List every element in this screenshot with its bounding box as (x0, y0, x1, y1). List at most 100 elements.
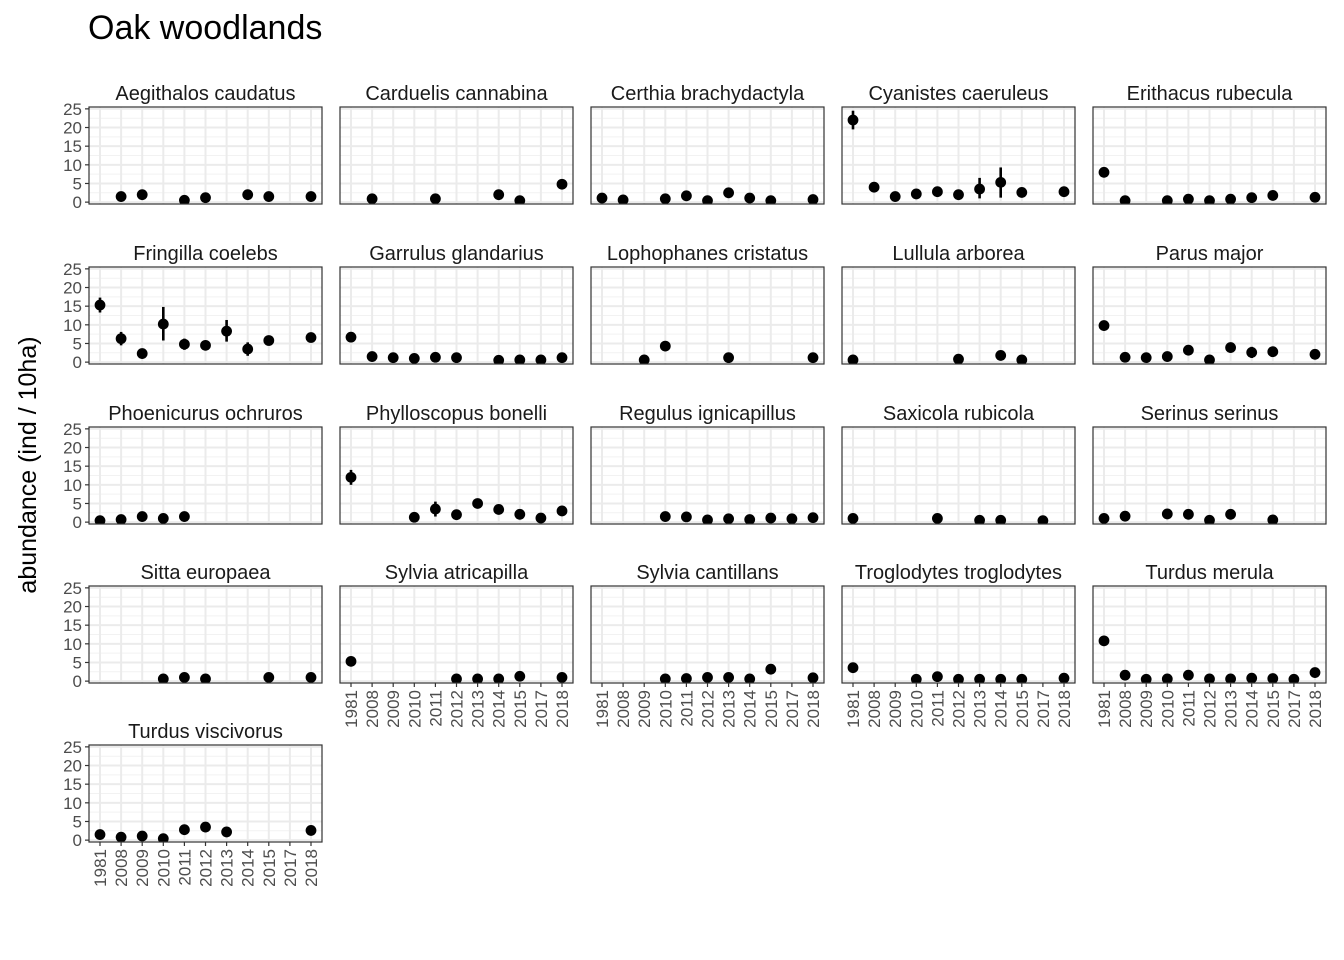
panel-grid (591, 267, 824, 364)
panel-marks (638, 340, 819, 364)
data-point (1058, 186, 1070, 198)
panel-grid (89, 427, 322, 524)
x-tick-label: 2010 (1158, 690, 1177, 728)
data-point (179, 824, 190, 836)
y-tick-label: 0 (73, 193, 82, 212)
data-point (305, 191, 317, 202)
data-point (493, 189, 505, 201)
data-point (200, 339, 211, 351)
data-point (974, 514, 985, 524)
data-point (702, 514, 713, 524)
panel-border (1092, 106, 1327, 205)
data-point (115, 191, 127, 202)
facet-title: Serinus serinus (1141, 403, 1279, 425)
panel-lophophanes-cristatus: Lophophanes cristatus (590, 243, 825, 365)
data-point (1204, 673, 1215, 683)
data-point (910, 673, 922, 683)
data-point (493, 504, 505, 515)
y-tick-label: 10 (63, 794, 82, 813)
panel-marks (115, 189, 317, 204)
data-point (1183, 669, 1194, 681)
facet-title: Lophophanes cristatus (607, 243, 808, 265)
x-tick-label: 2015 (762, 690, 781, 728)
x-tick-label: 2014 (490, 690, 509, 728)
facet-title: Sitta europaea (140, 562, 271, 584)
chart-title: Oak woodlands (88, 9, 322, 47)
x-tick-label: 2017 (1034, 690, 1053, 728)
y-tick-label: 15 (63, 297, 82, 316)
data-point (345, 471, 357, 483)
panel-marks (847, 513, 1049, 524)
data-point (1161, 673, 1173, 683)
x-tick-label: 2009 (133, 849, 152, 887)
data-point (1098, 320, 1110, 331)
data-point (556, 672, 568, 683)
panel-marks (94, 297, 317, 359)
panel-certhia-brachydactyla: Certhia brachydactyla (590, 83, 825, 205)
data-point (1246, 347, 1258, 358)
data-point (744, 192, 756, 204)
x-tick-label: 2018 (1306, 690, 1325, 728)
data-point (953, 353, 964, 364)
data-point (514, 195, 526, 204)
data-point (847, 114, 859, 126)
panel-border (841, 426, 1076, 525)
data-point (472, 498, 483, 509)
panel-phylloscopus-bonelli: Phylloscopus bonelli (339, 403, 574, 525)
data-point (556, 178, 568, 190)
data-point (1267, 514, 1279, 524)
y-tick-label: 25 (63, 420, 82, 439)
data-point (1225, 673, 1236, 683)
x-tick-label: 2013 (218, 849, 237, 887)
y-tick-label: 15 (63, 137, 82, 156)
data-point (617, 194, 629, 204)
y-tick-label: 10 (63, 156, 82, 175)
data-point (451, 352, 462, 364)
y-tick-label: 0 (73, 513, 82, 532)
panel-grid (1093, 107, 1326, 204)
x-tick-label: 2011 (175, 849, 194, 886)
x-tick-label: 2011 (677, 690, 696, 727)
data-point (1119, 195, 1131, 204)
x-tick-label: 2008 (363, 690, 382, 728)
facet-title: Cyanistes caeruleus (868, 83, 1048, 105)
data-point (1309, 191, 1321, 203)
panel-border (339, 426, 574, 525)
data-point (200, 673, 211, 683)
data-point (723, 513, 734, 524)
x-tick-label: 2012 (1201, 690, 1220, 728)
data-point (1161, 351, 1173, 362)
panel-parus-major: Parus major (1092, 243, 1327, 365)
data-point (408, 353, 420, 364)
data-point (1309, 667, 1321, 678)
y-tick-label: 15 (63, 457, 82, 476)
y-tick-label: 15 (63, 775, 82, 794)
y-tick-label: 25 (63, 260, 82, 279)
data-point (1267, 673, 1279, 683)
data-point (387, 352, 399, 364)
panel-marks (847, 662, 1070, 683)
data-point (263, 191, 275, 202)
panel-border (88, 585, 323, 684)
x-tick-label: 2010 (907, 690, 926, 728)
y-tick-label: 25 (63, 738, 82, 757)
panel-grid (591, 586, 824, 683)
panel-grid (340, 107, 573, 204)
x-tick-label: 2013 (971, 690, 990, 728)
facet-title: Saxicola rubicola (883, 403, 1035, 425)
data-point (115, 514, 127, 524)
x-tick-label: 1981 (593, 690, 612, 728)
data-point (242, 343, 254, 355)
data-point (807, 194, 819, 204)
data-point (847, 354, 859, 364)
data-point (136, 511, 148, 522)
y-tick-label: 10 (63, 635, 82, 654)
data-point (366, 351, 378, 362)
x-tick-label: 2014 (1243, 690, 1262, 728)
data-point (659, 511, 671, 522)
y-tick-label: 10 (63, 476, 82, 495)
x-tick-label: 2008 (1116, 690, 1135, 728)
data-point (157, 833, 169, 842)
